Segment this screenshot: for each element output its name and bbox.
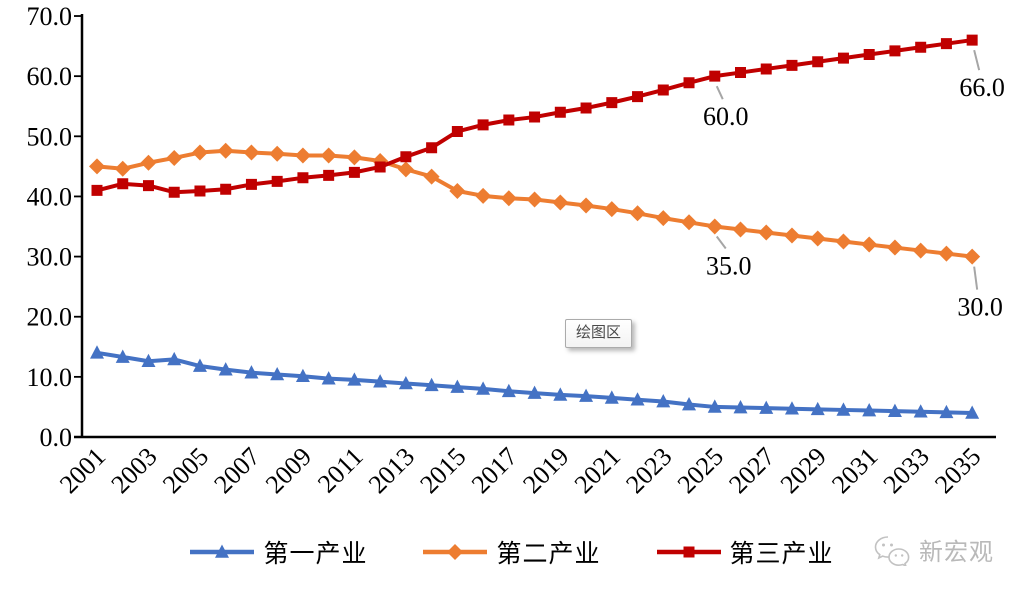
y-axis-tick-label: 70.0 (27, 2, 73, 31)
chart-legend: 第一产业 第二产业 第三产业 (0, 534, 1024, 570)
data-label-60-0: 60.0 (703, 85, 749, 131)
svg-text:60.0: 60.0 (703, 102, 749, 131)
y-axis-tick-label: 30.0 (27, 243, 73, 272)
x-axis-tick-label: 2035 (929, 442, 986, 499)
x-axis-tick-label: 2017 (466, 442, 523, 499)
plot-area[interactable] (82, 14, 996, 437)
x-axis-tick-label: 2029 (775, 442, 832, 499)
square-marker-icon (656, 546, 721, 558)
plot-area-tooltip-label: 绘图区 (576, 325, 622, 341)
x-axis-tick-label: 2003 (105, 442, 162, 499)
series-tertiary-industry-markers[interactable] (91, 34, 978, 198)
y-axis-tick-label: 10.0 (27, 363, 73, 392)
y-axis-tick-label: 50.0 (27, 122, 73, 151)
x-axis-tick-label: 2023 (620, 442, 677, 499)
legend-label: 第三产业 (729, 541, 834, 568)
y-axis-tick-label: 60.0 (27, 62, 73, 91)
x-axis-tick-label: 2011 (312, 442, 369, 499)
legend-label: 第二产业 (496, 541, 601, 568)
x-axis-tick-label: 2007 (208, 442, 265, 499)
series-tertiary-industry[interactable] (91, 34, 978, 198)
x-axis-tick-label: 2021 (569, 442, 626, 499)
x-axis: 2001200320052007200920112013201520172019… (54, 435, 996, 499)
watermark: 新宏观 (873, 532, 994, 567)
svg-text:35.0: 35.0 (706, 252, 752, 281)
svg-text:66.0: 66.0 (959, 73, 1005, 102)
data-label-30-0: 30.0 (957, 266, 1003, 322)
x-axis-tick-label: 2027 (723, 442, 780, 499)
x-axis-tick-label: 2025 (672, 442, 729, 499)
legend-item-secondary-industry[interactable]: 第二产业 (423, 534, 600, 570)
x-axis-tick-label: 2005 (157, 442, 214, 499)
x-axis-tick-label: 2013 (363, 442, 420, 499)
data-label-35-0: 35.0 (706, 235, 752, 281)
series-primary-industry[interactable] (90, 345, 980, 419)
watermark-text: 新宏观 (919, 540, 994, 566)
data-label-66-0: 66.0 (959, 49, 1005, 102)
y-axis-tick-label: 40.0 (27, 182, 73, 211)
x-axis-tick-label: 2033 (878, 442, 935, 499)
y-axis-tick-label: 20.0 (27, 303, 73, 332)
series-secondary-industry-markers[interactable] (89, 142, 981, 265)
x-axis-tick-label: 2031 (826, 442, 883, 499)
legend-label: 第一产业 (263, 541, 368, 568)
diamond-marker-icon (423, 544, 488, 560)
x-axis-tick-label: 2019 (517, 442, 574, 499)
y-axis-tick-label: 0.0 (40, 423, 73, 452)
series-secondary-industry[interactable] (89, 142, 981, 265)
x-axis-tick-label: 2015 (414, 442, 471, 499)
plot-area-tooltip: 绘图区 (565, 319, 633, 348)
y-axis: 0.0 10.0 20.0 30.0 40.0 50.0 60.0 70.0 (27, 2, 84, 452)
line-chart: 0.0 10.0 20.0 30.0 40.0 50.0 60.0 70.0 200120032… (27, 2, 1005, 499)
legend-item-primary-industry[interactable]: 第一产业 (190, 534, 367, 570)
svg-text:30.0: 30.0 (957, 293, 1003, 322)
x-axis-tick-label: 2009 (260, 442, 317, 499)
triangle-marker-icon (190, 544, 255, 558)
legend-item-tertiary-industry[interactable]: 第三产业 (656, 534, 834, 570)
wechat-icon (874, 535, 910, 566)
